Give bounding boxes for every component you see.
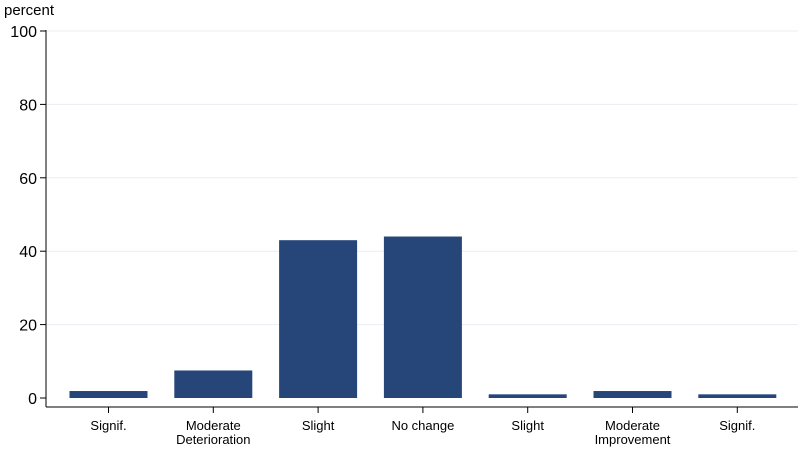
y-tick-label: 0 (28, 391, 37, 408)
x-tick-label: Slight (511, 418, 544, 433)
x-tick-label: Signif. (719, 418, 755, 433)
y-tick-label: 60 (19, 171, 37, 188)
y-axis-title: percent (4, 2, 55, 19)
y-tick-label: 80 (19, 97, 37, 114)
tick-labels: 0 20 40 60 80 100 Signif. Moderate Deterioration… (10, 24, 755, 447)
axes (40, 30, 798, 413)
bar (174, 370, 253, 398)
bar (488, 394, 567, 398)
y-tick-label: 40 (19, 244, 37, 261)
x-tick-label: Moderate Improvement (595, 418, 671, 447)
y-tick-label: 20 (19, 318, 37, 335)
gridlines (47, 30, 798, 326)
bar (69, 391, 148, 398)
bar (383, 236, 462, 398)
bar (279, 240, 358, 398)
bar (593, 391, 672, 398)
bar (698, 394, 777, 398)
bars (69, 236, 777, 398)
x-tick-label: Signif. (90, 418, 126, 433)
x-tick-label: Moderate Deterioration (176, 418, 250, 447)
x-tick-label: Slight (302, 418, 335, 433)
x-tick-label: No change (391, 418, 454, 433)
y-tick-label: 100 (10, 24, 37, 41)
